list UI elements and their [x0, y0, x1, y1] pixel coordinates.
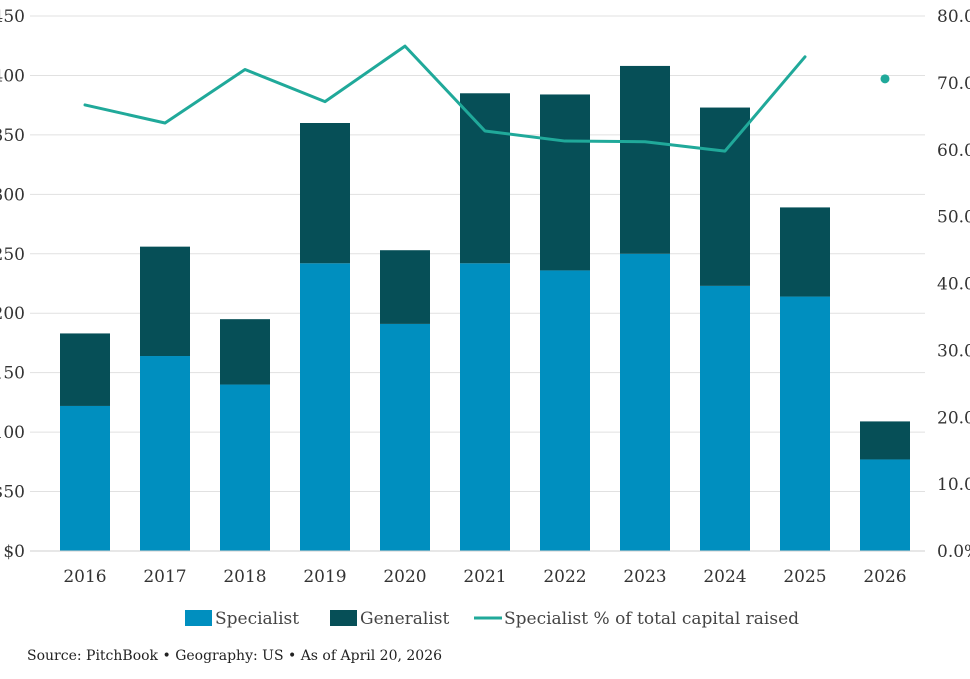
bar-specialist-2020: [380, 323, 430, 551]
bar-generalist-2019: [300, 123, 350, 264]
right-axis-tick-label: 20.0%: [937, 408, 970, 428]
legend-label: Specialist % of total capital raised: [504, 609, 799, 629]
left-axis-tick-label: $200: [0, 304, 25, 324]
bar-generalist-2020: [380, 250, 430, 324]
bar-generalist-2023: [620, 65, 670, 254]
left-axis-tick-label: $0: [3, 542, 25, 562]
x-axis-tick-label: 2026: [863, 567, 906, 587]
x-axis-tick-label: 2023: [623, 567, 666, 587]
right-axis-tick-label: 30.0%: [937, 341, 970, 361]
left-axis-tick-label: $350: [0, 126, 25, 146]
left-axis-tick-label: $100: [0, 423, 25, 443]
line-point-2026: [880, 74, 890, 84]
left-axis-tick-label: $300: [0, 185, 25, 205]
bar-specialist-2024: [700, 285, 750, 551]
right-axis-tick-label: 0.0%: [937, 542, 970, 562]
right-axis-tick-label: 10.0%: [937, 475, 970, 495]
right-axis-tick-label: 40.0%: [937, 275, 970, 295]
x-axis-tick-label: 2019: [303, 567, 346, 587]
right-axis-tick-label: 80.0%: [937, 7, 970, 27]
left-axis-tick-label: $400: [0, 66, 25, 86]
bar-generalist-2024: [700, 107, 750, 286]
right-axis-tick-label: 60.0%: [937, 141, 970, 161]
source-note: Source: PitchBook • Geography: US • As o…: [27, 648, 443, 664]
bars: [60, 65, 910, 551]
line-series: [83, 44, 890, 153]
x-axis-tick-label: 2025: [783, 567, 826, 587]
bar-generalist-2017: [140, 246, 190, 357]
bar-specialist-2019: [300, 263, 350, 551]
x-axis-tick-label: 2024: [703, 567, 746, 587]
legend-label: Specialist: [215, 609, 299, 629]
left-axis-tick-label: $450: [0, 7, 25, 27]
bar-specialist-2018: [220, 384, 270, 551]
legend-swatch: [330, 610, 357, 626]
bar-generalist-2016: [60, 333, 110, 406]
x-axis-tick-label: 2016: [63, 567, 106, 587]
left-axis-tick-label: $150: [0, 364, 25, 384]
x-axis-tick-label: 2022: [543, 567, 586, 587]
x-axis-tick-label: 2021: [463, 567, 506, 587]
axes: $0 $50 $100 $150 $200 $250 $300 $350 $400 $450 0.0…: [0, 7, 970, 587]
x-axis-tick-label: 2017: [143, 567, 186, 587]
right-axis-tick-label: 50.0%: [937, 208, 970, 228]
bar-generalist-2022: [540, 94, 590, 271]
bar-specialist-2026: [860, 459, 910, 551]
legend-label: Generalist: [360, 609, 450, 629]
bar-specialist-2021: [460, 263, 510, 551]
bar-generalist-2025: [780, 207, 830, 297]
bar-generalist-2021: [460, 93, 510, 264]
legend-swatch: [185, 610, 212, 626]
left-axis-tick-label: $250: [0, 245, 25, 265]
bar-generalist-2026: [860, 421, 910, 460]
x-axis-tick-label: 2018: [223, 567, 266, 587]
bar-specialist-2023: [620, 253, 670, 551]
bar-specialist-2017: [140, 356, 190, 551]
left-axis-tick-label: $50: [0, 483, 25, 503]
right-axis-tick-label: 70.0%: [937, 74, 970, 94]
legend: Specialist Generalist Specialist % of tota…: [185, 609, 799, 629]
line-specialist-share: [83, 44, 807, 153]
bar-specialist-2022: [540, 270, 590, 551]
bar-generalist-2018: [220, 319, 270, 385]
bar-specialist-2016: [60, 405, 110, 551]
bar-specialist-2025: [780, 296, 830, 551]
x-axis-tick-label: 2020: [383, 567, 426, 587]
